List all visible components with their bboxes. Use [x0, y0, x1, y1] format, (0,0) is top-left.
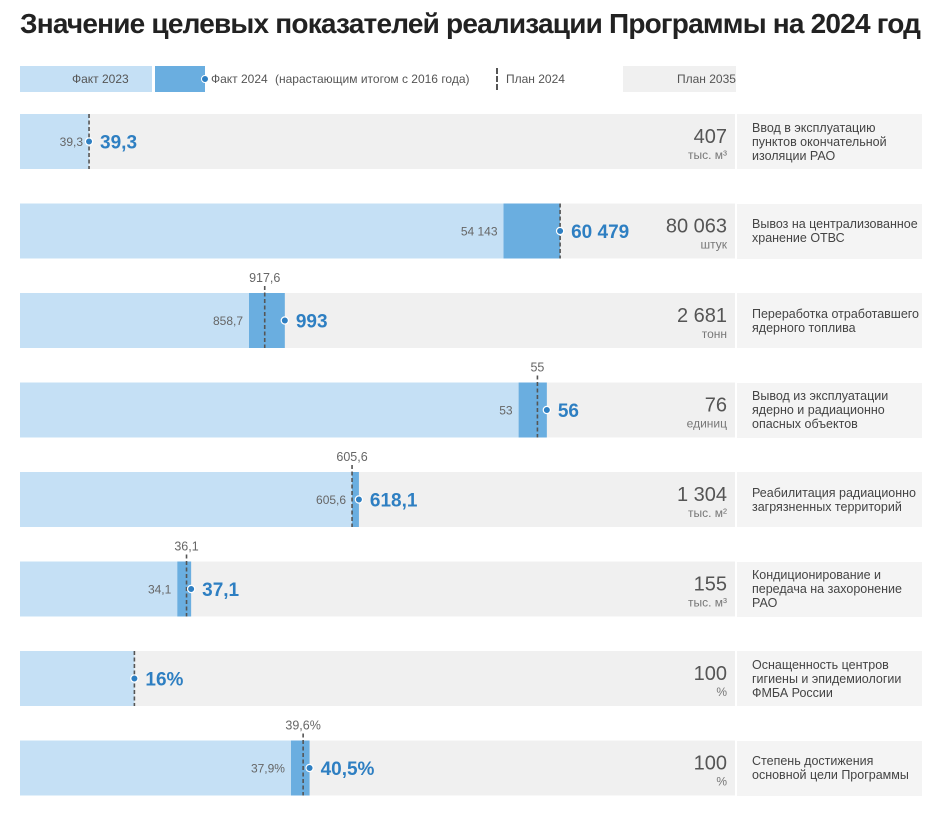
legend-swatch-plan2035	[623, 66, 736, 92]
bar-plan2035	[20, 114, 735, 169]
label-plan2035: 407	[694, 126, 727, 148]
marker-fact2024	[542, 405, 552, 415]
legend-label-fact2023: Факт 2023	[72, 72, 129, 86]
label-fact2023: 39,3	[60, 135, 84, 149]
row-label: Оснащенность центров гигиены и эпидемиол…	[737, 651, 922, 706]
label-fact2023: 37,9%	[251, 762, 285, 776]
legend: Факт 2023 Факт 2024 (нарастающим итогом …	[0, 66, 937, 92]
label-fact2024: 16%	[145, 670, 183, 691]
row-label: Кондиционирование и передача на захороне…	[737, 561, 922, 617]
label-unit: тонн	[702, 327, 727, 341]
bar-fact2024-increment	[177, 561, 192, 617]
row-label: Ввод в эксплуатацию пунктов окончательно…	[737, 114, 922, 169]
legend-label-fact2024: Факт 2024	[211, 72, 268, 86]
label-plan2035: 100	[694, 663, 727, 685]
label-plan2035: 80 063	[666, 216, 727, 238]
label-plan2035: 76	[705, 395, 727, 417]
bar-fact2024-increment	[249, 293, 285, 348]
label-unit: тыс. м²	[688, 506, 727, 520]
label-fact2024: 60 479	[571, 222, 629, 243]
bar-fact2023	[20, 740, 291, 796]
legend-marker-plan2024	[496, 68, 498, 90]
legend-swatch-fact2024	[155, 66, 205, 92]
legend-label-plan2035: План 2035	[677, 72, 736, 86]
label-fact2024: 993	[296, 312, 328, 333]
label-unit: штук	[700, 238, 727, 252]
label-unit: %	[716, 685, 727, 699]
bar-fact2023	[20, 114, 90, 169]
label-unit: тыс. м³	[688, 148, 727, 162]
label-fact2024: 37,1	[202, 580, 239, 601]
label-fact2023: 605,6	[316, 493, 346, 507]
legend-label-fact2024-note: (нарастающим итогом с 2016 года)	[275, 72, 470, 86]
row-label: Вывод из эксплуатации ядерно и радиацион…	[737, 382, 922, 438]
bar-fact2024-increment	[518, 382, 547, 438]
marker-fact2024	[555, 226, 565, 236]
label-fact2024: 40,5%	[321, 759, 375, 780]
label-unit: тыс. м³	[688, 596, 727, 610]
bar-fact2023	[20, 293, 250, 348]
legend-swatch-fact2023	[20, 66, 152, 92]
row-label: Вывоз на централизованное хранение ОТВС	[737, 203, 922, 259]
bar-fact2024-increment	[290, 740, 310, 796]
label-plan2024: 36,1	[174, 540, 198, 554]
label-fact2024: 56	[558, 401, 579, 422]
bar-fact2024-increment	[503, 203, 561, 259]
marker-fact2024	[130, 674, 139, 683]
label-fact2023: 53	[499, 404, 513, 418]
label-fact2023: 34,1	[148, 583, 172, 597]
label-plan2035: 1 304	[677, 484, 727, 506]
bar-fact2023	[20, 472, 353, 527]
bar-fact2023	[20, 203, 504, 259]
bar-fact2023	[20, 651, 135, 706]
label-fact2023: 54 143	[461, 225, 498, 239]
label-plan2024: 55	[530, 361, 544, 375]
bar-fact2023	[20, 382, 519, 438]
marker-fact2024	[84, 137, 94, 146]
bar-fact2023	[20, 561, 178, 617]
marker-fact2024	[354, 495, 364, 504]
label-plan2035: 2 681	[677, 305, 727, 327]
label-fact2024: 39,3	[100, 133, 137, 154]
label-plan2035: 155	[694, 574, 727, 596]
row-label: Переработка отработавшего ядерного топли…	[737, 293, 922, 348]
row-label: Степень достижения основной цели Програм…	[737, 740, 922, 796]
label-plan2035: 100	[694, 753, 727, 775]
marker-fact2024	[186, 584, 196, 594]
marker-fact2024	[305, 763, 314, 773]
chart-title: Значение целевых показателей реализации …	[20, 8, 921, 39]
label-plan2024: 917,6	[249, 271, 280, 285]
label-plan2024: 605,6	[336, 450, 367, 464]
label-plan2024: 39,6%	[285, 719, 320, 733]
label-unit: единиц	[687, 417, 727, 431]
marker-fact2024	[280, 316, 290, 325]
label-fact2023: 858,7	[213, 314, 243, 328]
label-fact2024: 618,1	[370, 491, 418, 512]
legend-marker-fact2024	[201, 75, 209, 83]
bar-plan2035	[20, 651, 735, 706]
legend-label-plan2024: План 2024	[506, 72, 565, 86]
row-label: Реабилитация радиационно загрязненных те…	[737, 472, 922, 527]
label-unit: %	[716, 775, 727, 789]
